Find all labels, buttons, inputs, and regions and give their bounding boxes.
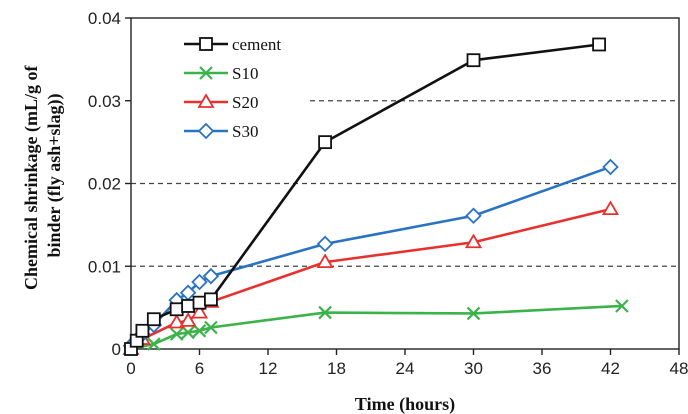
legend-label-cement: cement: [232, 35, 281, 54]
legend-marker-s10-stroke-b: [199, 66, 213, 80]
point-s20-6: [316, 253, 334, 269]
point-s10-5: [204, 320, 218, 335]
legend-marker-cement: [199, 37, 213, 51]
point-cement-2: [135, 323, 150, 338]
x-axis-title: Time (hours): [355, 394, 455, 414]
x-tick-label-3: 18: [327, 359, 346, 378]
point-s10-5-stroke-b: [204, 320, 218, 335]
point-s30-9: [602, 158, 619, 176]
y-tick-label-3: 0.03: [88, 92, 121, 111]
x-tick-label-4: 24: [396, 359, 415, 378]
point-s10-7-stroke-b: [466, 306, 481, 321]
axes: 0 0.01 0.02 0.03 0.04 0 6 12 18 24 30 36 42 48: [88, 9, 688, 378]
point-cement-7: [204, 292, 218, 307]
x-tick-label-0: 0: [126, 359, 135, 378]
series-cement: [124, 37, 606, 356]
point-cement-6: [192, 295, 207, 310]
point-s10-1-stroke-b: [147, 337, 161, 351]
point-s10-4-stroke-b: [192, 324, 207, 338]
x-tick-label-7: 42: [601, 359, 620, 378]
point-s10-2-stroke-b: [169, 327, 184, 341]
point-s20-3: [179, 312, 197, 327]
point-s30-5: [191, 273, 208, 291]
legend-marker-s30: [197, 122, 215, 140]
legend-entry-s20: S20: [184, 93, 258, 112]
point-s30-8: [465, 207, 482, 225]
point-s20-2: [168, 313, 186, 329]
point-cement-3: [146, 312, 161, 327]
point-cement-4: [169, 302, 184, 317]
point-s10-1: [147, 337, 161, 351]
point-s10-7: [466, 306, 481, 321]
point-s10-2: [169, 327, 184, 341]
grid-lines: [131, 100, 679, 267]
series-line-s10: [130, 304, 622, 351]
x-tick-label-6: 36: [533, 359, 552, 378]
point-s30-6: [202, 267, 220, 285]
point-cement-8: [318, 135, 332, 150]
x-tick-label-1: 6: [195, 359, 204, 378]
point-s10-3: [181, 325, 195, 340]
y-tick-label-0: 0: [112, 340, 121, 359]
point-s10-8: [615, 299, 629, 313]
legend-entry-s10: S10: [184, 64, 258, 83]
legend-marker-s10: [199, 66, 213, 80]
point-s10-3-stroke-b: [181, 325, 195, 340]
point-s20-7: [464, 233, 483, 249]
legend-label-s10: S10: [232, 64, 258, 83]
point-s30-7: [316, 235, 334, 253]
y-axis-title-line-2: binder (fly ash+slag)): [44, 94, 65, 258]
point-s20-4: [190, 303, 209, 319]
legend-marker-s20: [197, 93, 215, 108]
legend-entry-s30: S30: [184, 122, 258, 141]
y-axis-title: Chemical shrinkage (mL/g of binder (fly …: [21, 61, 65, 290]
legend: cement S10 S20 S30: [184, 35, 281, 141]
point-s10-8-stroke-b: [615, 299, 629, 313]
point-cement-9: [466, 53, 481, 68]
point-s10-4: [192, 324, 207, 338]
x-tick-label-5: 30: [464, 359, 483, 378]
y-axis-title-line-1: Chemical shrinkage (mL/g of: [21, 65, 42, 290]
point-s10-6: [318, 305, 332, 320]
y-tick-label-2: 0.02: [88, 175, 121, 194]
series-group: [122, 37, 629, 356]
point-cement-5: [181, 299, 195, 313]
legend-entry-cement: cement: [184, 35, 281, 54]
point-s10-6-stroke-b: [318, 305, 332, 320]
point-cement-10: [592, 37, 606, 52]
y-tick-label-4: 0.04: [88, 9, 121, 28]
point-s20-8: [601, 200, 620, 216]
y-tick-label-1: 0.01: [88, 257, 121, 276]
x-tick-label-2: 12: [259, 359, 278, 378]
legend-label-s20: S20: [232, 93, 258, 112]
legend-label-s30: S30: [232, 122, 258, 141]
x-tick-label-8: 48: [670, 359, 688, 378]
